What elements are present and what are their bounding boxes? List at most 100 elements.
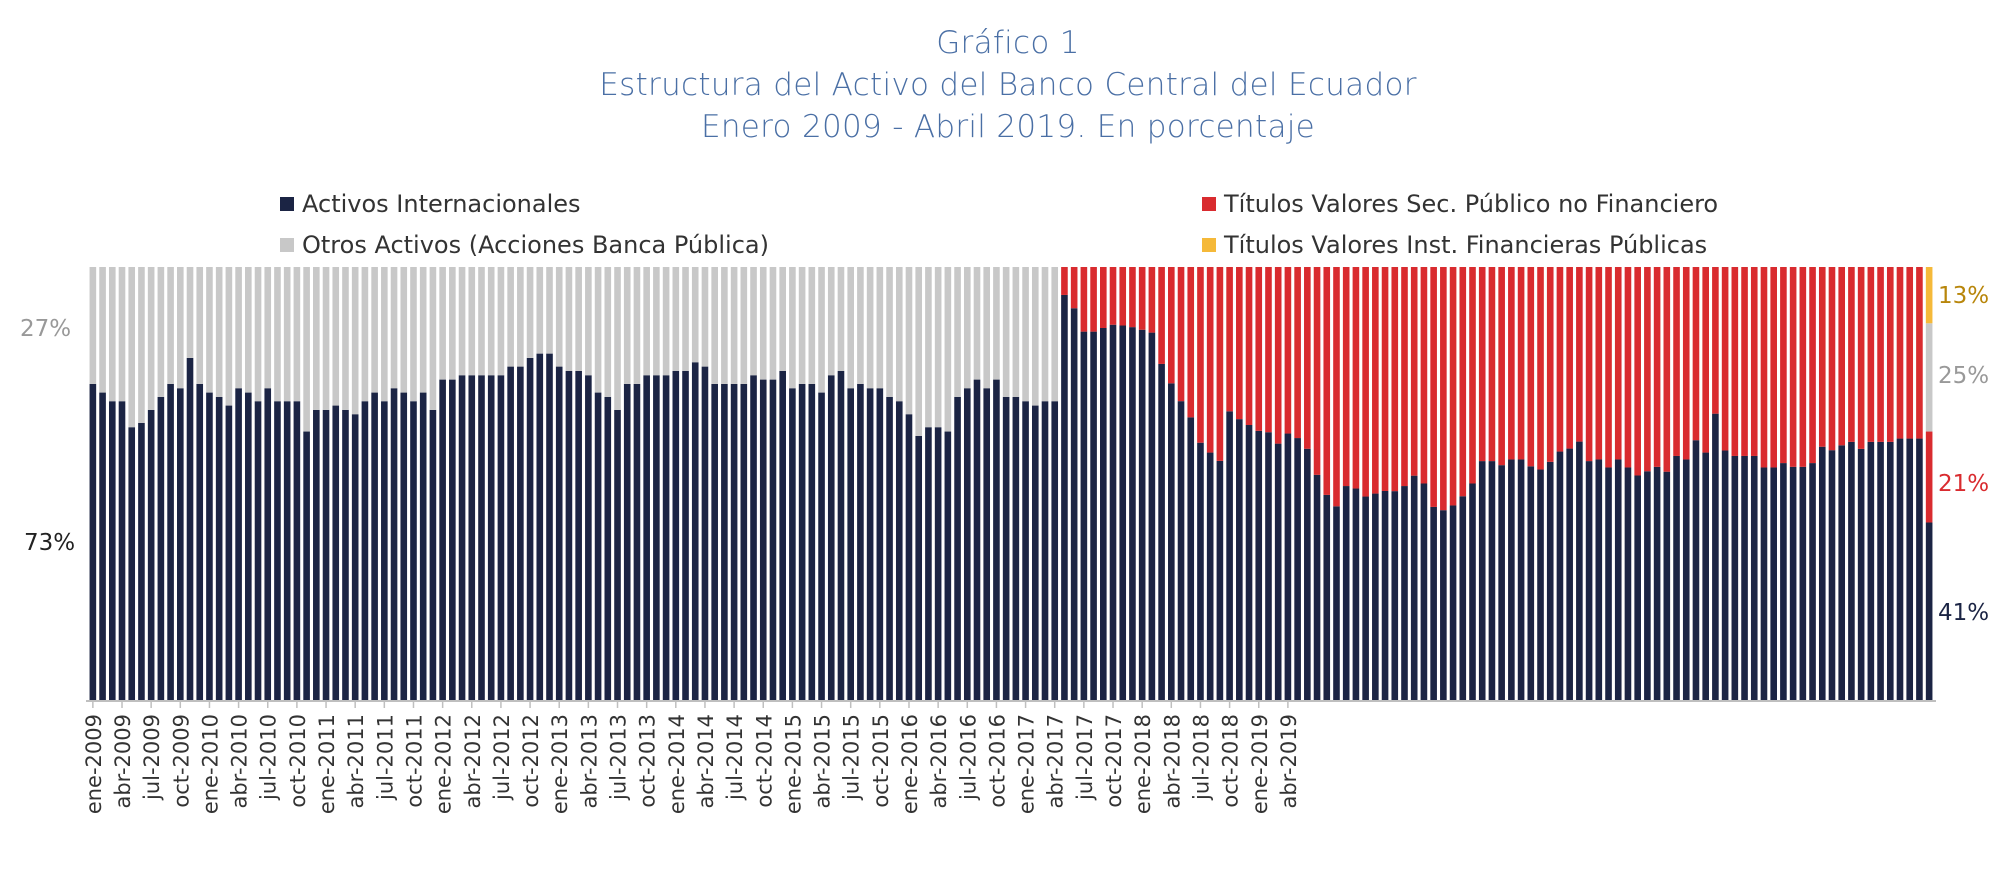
bar-segment: [963, 388, 971, 700]
bar-segment: [206, 392, 213, 700]
bar-segment: [1741, 455, 1748, 700]
bar-segment: [701, 267, 709, 367]
bar-segment: [1857, 448, 1865, 700]
x-tick-label: abr-2011: [344, 714, 368, 809]
bar-segment: [371, 267, 378, 393]
bar-segment: [1925, 323, 1933, 432]
bar-segment: [585, 375, 592, 700]
bar-segment: [769, 379, 777, 700]
bar-segment: [1070, 267, 1078, 309]
bar-segment: [1469, 267, 1476, 484]
legend-label-otros: Otros Activos (Acciones Banca Pública): [302, 231, 769, 259]
bar-segment: [954, 267, 961, 397]
bar-segment: [954, 396, 961, 700]
bar-segment: [1012, 267, 1020, 397]
bar-segment: [1177, 267, 1185, 402]
legend-swatch-otros: [280, 238, 294, 252]
bar-segment: [983, 388, 991, 700]
bar-segment: [925, 267, 932, 428]
bar-segment: [419, 392, 427, 700]
bar-segment: [458, 375, 466, 700]
bar-segment: [177, 267, 184, 389]
bar-segment: [711, 267, 718, 384]
bar-segment: [575, 370, 582, 700]
bar-segment: [536, 267, 544, 354]
bar-segment: [351, 267, 359, 415]
bar-segment: [1129, 267, 1136, 328]
legend-label-tvifp: Títulos Valores Inst. Financieras Públic…: [1224, 231, 1708, 259]
bar-segment: [1372, 267, 1379, 494]
bar-segment: [1197, 267, 1204, 443]
bar-segment: [439, 267, 446, 380]
x-tick-label: jul-2010: [257, 714, 281, 801]
bar-segment: [1809, 267, 1816, 464]
x-tick-label: abr-2013: [577, 714, 601, 809]
bar-segment: [808, 383, 816, 700]
bar-segment: [1469, 483, 1476, 700]
bar-segment: [1809, 463, 1816, 700]
bar-segment: [264, 388, 272, 700]
bar-segment: [546, 267, 553, 354]
x-tick-label: oct-2011: [402, 714, 426, 808]
bar-segment: [390, 267, 398, 389]
bar-segment: [1537, 469, 1544, 700]
bar-segment: [1488, 461, 1496, 700]
chart-title-line3: Enero 2009 - Abril 2019. En porcentaje: [700, 109, 1316, 145]
bar-segment: [1644, 471, 1651, 700]
bar-segment: [283, 401, 291, 700]
bar-segment: [118, 267, 126, 402]
bar-segment: [313, 267, 320, 410]
bar-segment: [1284, 267, 1292, 434]
bar-segment: [1294, 438, 1301, 700]
bar-segment: [1576, 267, 1583, 442]
x-tick-label: oct-2010: [286, 714, 310, 808]
bar-segment: [283, 267, 291, 402]
bar-segment: [1760, 467, 1768, 700]
bar-segment: [1197, 442, 1204, 700]
bar-segment: [594, 392, 602, 700]
bar-segment: [225, 405, 233, 700]
bar-segment: [1333, 506, 1340, 700]
bar-segment: [108, 401, 116, 700]
bar-segment: [1838, 267, 1846, 446]
bar-segment: [750, 375, 757, 700]
bar-segment: [1158, 267, 1165, 364]
bar-segment: [1634, 267, 1641, 476]
x-tick-label: abr-2016: [927, 714, 951, 809]
x-tick-label: jul-2017: [1073, 714, 1097, 801]
start-label-activos: 73%: [24, 530, 75, 556]
bar-segment: [381, 267, 388, 402]
bar-segment: [99, 267, 106, 393]
bar-segment: [1410, 267, 1418, 476]
bar-segment: [672, 267, 680, 371]
bar-segment: [1148, 332, 1156, 700]
bar-segment: [1041, 401, 1049, 700]
bar-segment: [1906, 267, 1914, 439]
bar-segment: [1682, 459, 1690, 700]
bar-segment: [478, 267, 485, 376]
bar-segment: [1420, 483, 1428, 700]
bar-segment: [633, 267, 641, 384]
bar-segment: [662, 267, 670, 376]
bar-segment: [866, 388, 874, 700]
bar-segment: [361, 401, 369, 700]
end-label-activos: 41%: [1938, 600, 1989, 626]
bar-segment: [915, 435, 923, 700]
bar-segment: [293, 401, 301, 700]
bar-segment: [1440, 267, 1447, 511]
bar-segment: [1138, 329, 1146, 700]
bar-segment: [1022, 267, 1029, 402]
bar-segment: [1294, 267, 1301, 439]
bar-segment: [1605, 467, 1612, 700]
bar-segment: [147, 409, 155, 700]
bar-segment: [1255, 430, 1263, 700]
bar-segment: [419, 267, 427, 393]
bar-segment: [633, 383, 641, 700]
bar-segment: [993, 379, 1000, 700]
bar-segment: [1750, 455, 1758, 700]
bar-segment: [643, 267, 650, 376]
bar-segment: [1061, 267, 1068, 295]
bar-segment: [1585, 461, 1593, 700]
x-tick-label: ene-2015: [781, 714, 805, 814]
bar-segment: [303, 267, 310, 432]
